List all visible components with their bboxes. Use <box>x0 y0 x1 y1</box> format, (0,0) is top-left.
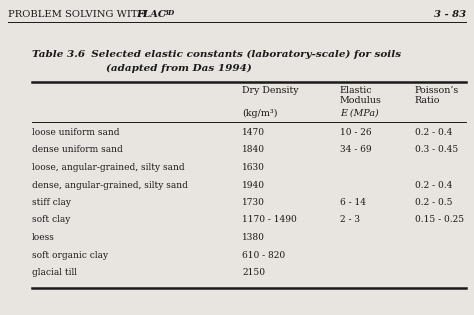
Text: 1380: 1380 <box>242 233 265 242</box>
Text: 10 - 26: 10 - 26 <box>340 128 372 137</box>
Text: 2 - 3: 2 - 3 <box>340 215 360 225</box>
Text: 1730: 1730 <box>242 198 265 207</box>
Text: loose uniform sand: loose uniform sand <box>32 128 119 137</box>
Text: dense uniform sand: dense uniform sand <box>32 146 123 154</box>
Text: loose, angular-grained, silty sand: loose, angular-grained, silty sand <box>32 163 185 172</box>
Text: Elastic: Elastic <box>340 86 373 95</box>
Text: (kg/m³): (kg/m³) <box>242 109 277 118</box>
Text: (adapted from Das 1994): (adapted from Das 1994) <box>106 64 252 73</box>
Text: FLAC: FLAC <box>136 10 166 19</box>
Text: 1840: 1840 <box>242 146 265 154</box>
Text: soft clay: soft clay <box>32 215 70 225</box>
Text: 1170 - 1490: 1170 - 1490 <box>242 215 297 225</box>
Text: 610 - 820: 610 - 820 <box>242 250 285 260</box>
Text: loess: loess <box>32 233 55 242</box>
Text: glacial till: glacial till <box>32 268 77 277</box>
Text: 1630: 1630 <box>242 163 265 172</box>
Text: E (MPa): E (MPa) <box>340 109 379 118</box>
Text: Selected elastic constants (laboratory-scale) for soils: Selected elastic constants (laboratory-s… <box>84 50 401 59</box>
Text: Ratio: Ratio <box>415 96 440 105</box>
Text: 34 - 69: 34 - 69 <box>340 146 372 154</box>
Text: soft organic clay: soft organic clay <box>32 250 108 260</box>
Text: Poisson’s: Poisson’s <box>415 86 459 95</box>
Text: PROBLEM SOLVING WITH: PROBLEM SOLVING WITH <box>8 10 149 19</box>
Text: dense, angular-grained, silty sand: dense, angular-grained, silty sand <box>32 180 188 190</box>
Text: 0.2 - 0.5: 0.2 - 0.5 <box>415 198 453 207</box>
Text: 1940: 1940 <box>242 180 265 190</box>
Text: stiff clay: stiff clay <box>32 198 71 207</box>
Text: 3 - 83: 3 - 83 <box>434 10 466 19</box>
Text: Dry Density: Dry Density <box>242 86 299 95</box>
Text: 0.2 - 0.4: 0.2 - 0.4 <box>415 128 452 137</box>
Text: 6 - 14: 6 - 14 <box>340 198 366 207</box>
Text: 0.15 - 0.25: 0.15 - 0.25 <box>415 215 464 225</box>
Text: 3D: 3D <box>164 9 175 17</box>
Text: 1470: 1470 <box>242 128 265 137</box>
Text: 2150: 2150 <box>242 268 265 277</box>
Text: Modulus: Modulus <box>340 96 382 105</box>
Text: 0.2 - 0.4: 0.2 - 0.4 <box>415 180 452 190</box>
Text: Table 3.6: Table 3.6 <box>32 50 85 59</box>
Text: 0.3 - 0.45: 0.3 - 0.45 <box>415 146 458 154</box>
